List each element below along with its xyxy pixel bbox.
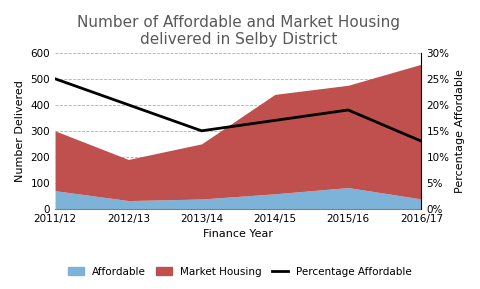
X-axis label: Finance Year: Finance Year <box>203 229 273 239</box>
Y-axis label: Number Delivered: Number Delivered <box>15 80 25 182</box>
Title: Number of Affordable and Market Housing
delivered in Selby District: Number of Affordable and Market Housing … <box>77 15 400 47</box>
Y-axis label: Percentage Affordable: Percentage Affordable <box>455 69 465 193</box>
Legend: Affordable, Market Housing, Percentage Affordable: Affordable, Market Housing, Percentage A… <box>64 263 416 281</box>
